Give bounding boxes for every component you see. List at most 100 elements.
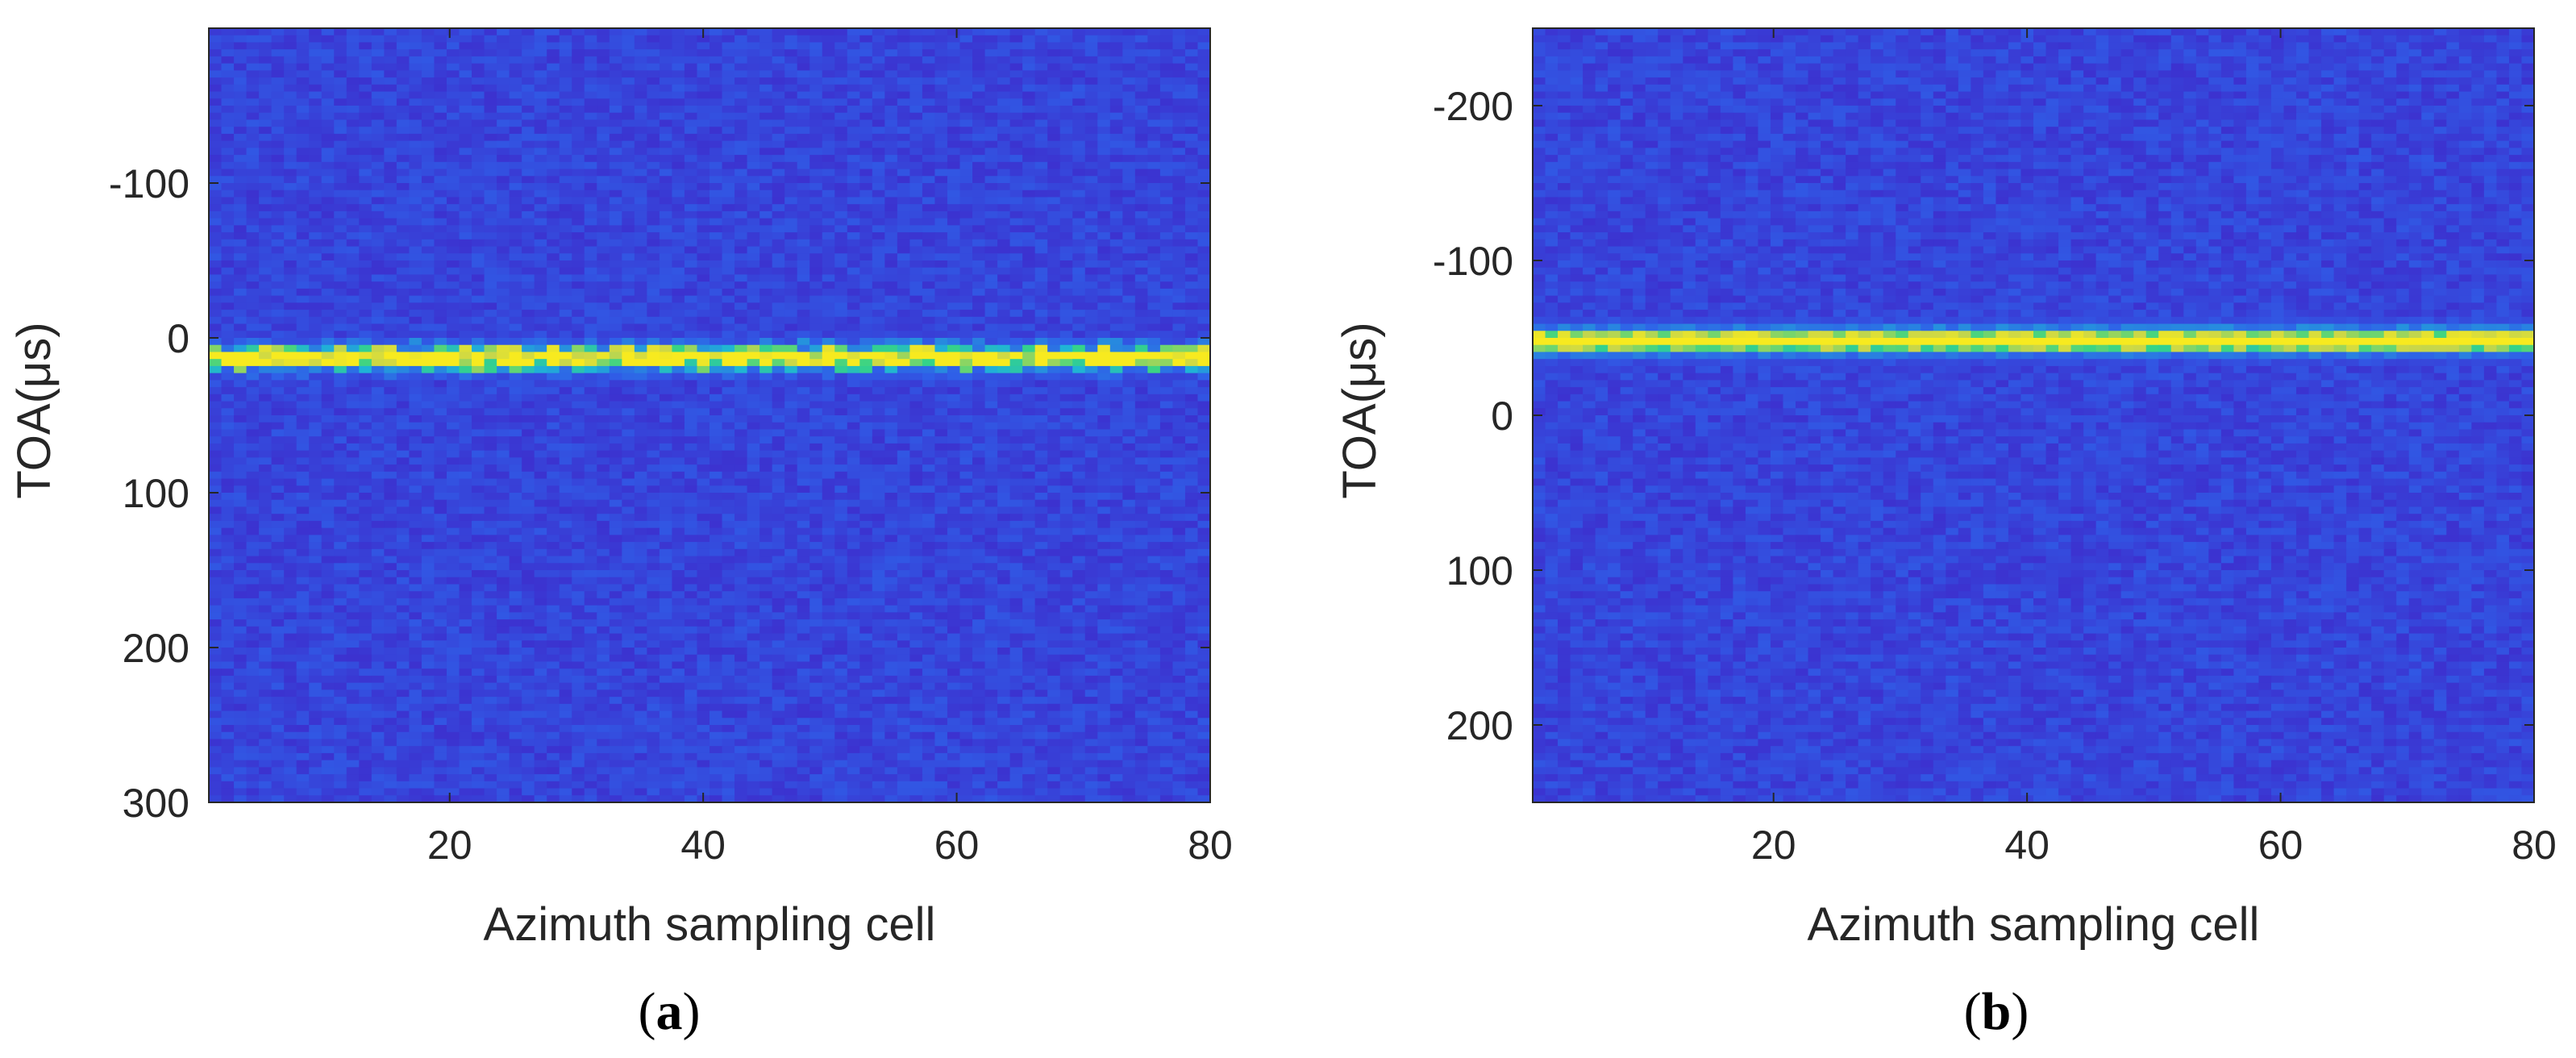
- heatmap-cell: [535, 204, 547, 211]
- heatmap-cell: [672, 219, 685, 226]
- heatmap-cell: [397, 141, 410, 148]
- heatmap-cell: [972, 148, 985, 155]
- heatmap-cell: [485, 127, 497, 134]
- heatmap-cell: [985, 310, 998, 317]
- heatmap-cell: [1085, 127, 1098, 134]
- heatmap-cell: [647, 141, 660, 148]
- heatmap-cell: [884, 317, 897, 324]
- heatmap-cell: [1110, 35, 1123, 43]
- heatmap-cell: [1122, 106, 1135, 113]
- heatmap-cell: [1110, 169, 1123, 177]
- heatmap-cell: [909, 28, 922, 35]
- heatmap-cell: [334, 464, 347, 472]
- heatmap-cell: [859, 324, 872, 331]
- heatmap-cell: [847, 366, 860, 373]
- heatmap-cell: [610, 429, 622, 436]
- heatmap-cell: [585, 49, 597, 56]
- heatmap-cell: [947, 169, 960, 177]
- heatmap-cell: [722, 204, 735, 211]
- heatmap-cell: [234, 253, 247, 260]
- heatmap-cell: [209, 345, 222, 352]
- heatmap-cell: [960, 28, 973, 35]
- heatmap-cell: [222, 70, 235, 77]
- heatmap-cell: [710, 415, 722, 423]
- heatmap-cell: [1072, 134, 1085, 141]
- heatmap-cell: [859, 281, 872, 289]
- heatmap-cell: [460, 359, 472, 366]
- heatmap-cell: [847, 106, 860, 113]
- heatmap-cell: [685, 436, 697, 444]
- heatmap-cell: [259, 387, 272, 394]
- heatmap-cell: [834, 373, 847, 381]
- heatmap-cell: [660, 49, 672, 56]
- heatmap-cell: [909, 429, 922, 436]
- heatmap-cell: [947, 70, 960, 77]
- heatmap-cell: [1122, 148, 1135, 155]
- heatmap-cell: [610, 394, 622, 402]
- heatmap-cell: [234, 331, 247, 338]
- heatmap-cell: [947, 281, 960, 289]
- heatmap-cell: [359, 190, 372, 198]
- heatmap-cell: [647, 338, 660, 345]
- heatmap-cell: [960, 70, 973, 77]
- heatmap-cell: [472, 359, 485, 366]
- heatmap-cell: [447, 436, 460, 444]
- heatmap-cell: [1160, 331, 1173, 338]
- heatmap-cell: [909, 134, 922, 141]
- heatmap-cell: [735, 324, 747, 331]
- heatmap-cell: [1122, 35, 1135, 43]
- heatmap-cell: [834, 444, 847, 451]
- heatmap-cell: [834, 247, 847, 254]
- heatmap-cell: [472, 190, 485, 198]
- heatmap-cell: [1047, 190, 1060, 198]
- heatmap-cell: [660, 247, 672, 254]
- heatmap-cell: [209, 141, 222, 148]
- heatmap-cell: [972, 260, 985, 268]
- heatmap-cell: [497, 240, 510, 247]
- heatmap-cell: [672, 274, 685, 281]
- heatmap-cell: [409, 302, 422, 310]
- heatmap-cell: [997, 141, 1010, 148]
- heatmap-cell: [1035, 232, 1048, 240]
- heatmap-cell: [672, 345, 685, 352]
- heatmap-cell: [372, 77, 385, 85]
- heatmap-cell: [1110, 457, 1123, 464]
- heatmap-cell: [1060, 408, 1073, 415]
- heatmap-cell: [960, 451, 973, 458]
- heatmap-cell: [672, 457, 685, 464]
- heatmap-cell: [547, 119, 560, 127]
- heatmap-cell: [784, 28, 797, 35]
- heatmap-cell: [1085, 176, 1098, 183]
- heatmap-cell: [635, 98, 647, 106]
- heatmap-cell: [334, 302, 347, 310]
- heatmap-cell: [735, 402, 747, 409]
- heatmap-cell: [1135, 345, 1148, 352]
- heatmap-cell: [485, 302, 497, 310]
- heatmap-cell: [872, 77, 885, 85]
- heatmap-cell: [1085, 253, 1098, 260]
- heatmap-cell: [585, 113, 597, 120]
- heatmap-cell: [485, 380, 497, 387]
- heatmap-cell: [409, 204, 422, 211]
- heatmap-cell: [422, 302, 435, 310]
- heatmap-cell: [434, 49, 447, 56]
- heatmap-cell: [585, 338, 597, 345]
- heatmap-cell: [1035, 204, 1048, 211]
- heatmap-cell: [997, 148, 1010, 155]
- heatmap-cell: [1147, 162, 1160, 169]
- heatmap-cell: [1185, 211, 1198, 219]
- heatmap-cell: [1110, 219, 1123, 226]
- heatmap-cell: [635, 345, 647, 352]
- heatmap-cell: [422, 402, 435, 409]
- heatmap-cell: [1122, 281, 1135, 289]
- heatmap-cell: [897, 190, 910, 198]
- heatmap-cell: [309, 373, 322, 381]
- heatmap-cell: [359, 302, 372, 310]
- heatmap-cell: [1110, 296, 1123, 303]
- heatmap-cell: [872, 190, 885, 198]
- heatmap-cell: [234, 106, 247, 113]
- heatmap-cell: [884, 49, 897, 56]
- heatmap-cell: [960, 268, 973, 275]
- heatmap-cell: [759, 92, 772, 99]
- heatmap-cell: [572, 296, 585, 303]
